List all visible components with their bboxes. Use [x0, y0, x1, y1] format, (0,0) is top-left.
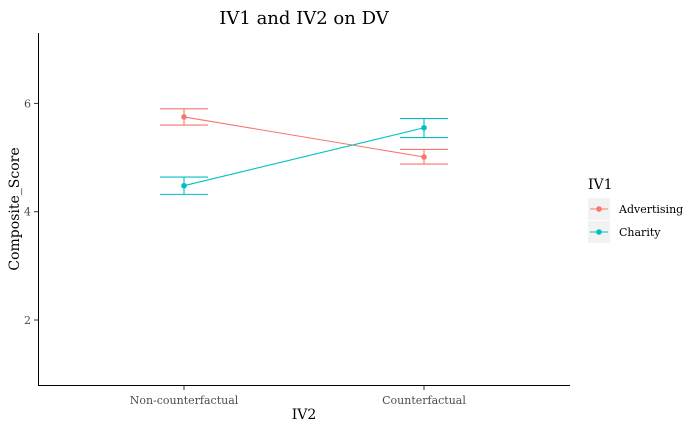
legend-items: Advertising Charity — [588, 198, 683, 243]
legend-label: Charity — [619, 226, 661, 239]
legend-key-point — [596, 229, 602, 235]
x-axis-label: IV2 — [292, 407, 317, 423]
y-axis-ticks: 2 4 6 — [24, 97, 38, 327]
x-axis-ticks: Non-counterfactual Counterfactual — [130, 386, 466, 407]
data-point — [421, 124, 427, 131]
y-tick-label: 4 — [24, 206, 31, 219]
x-tick-label: Counterfactual — [382, 394, 466, 407]
legend-title: IV1 — [588, 177, 613, 193]
legend-label: Advertising — [618, 203, 683, 216]
x-tick-label: Non-counterfactual — [130, 394, 239, 407]
y-tick-label: 6 — [24, 97, 31, 110]
series-charity — [160, 118, 448, 195]
data-point — [181, 182, 187, 189]
y-axis-label: Composite_Score — [7, 147, 23, 270]
data-point — [421, 154, 427, 160]
data-point — [181, 114, 187, 120]
series-line — [183, 127, 425, 187]
series-line — [183, 116, 425, 158]
legend-key-point — [596, 206, 602, 212]
y-tick-label: 2 — [24, 314, 31, 327]
series-advertising — [160, 108, 448, 165]
legend: IV1 Advertising Charity — [588, 177, 683, 243]
chart-title: IV1 and IV2 on DV — [219, 8, 389, 29]
series-layer — [160, 108, 448, 195]
